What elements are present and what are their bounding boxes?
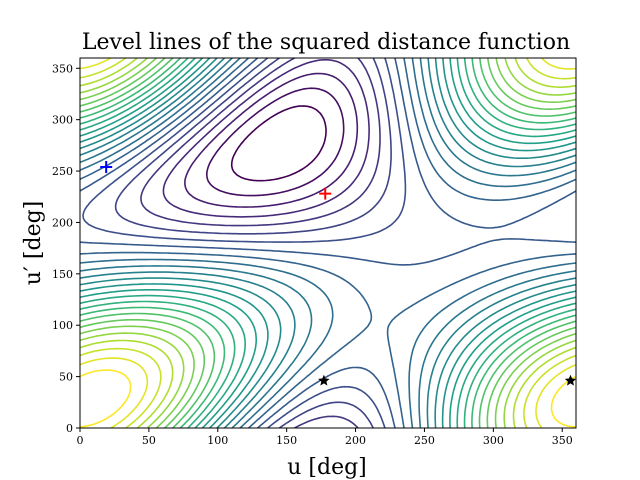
x-tick-label: 300 [483, 434, 504, 447]
contour-level-6 [114, 58, 392, 428]
contour-level-2 [206, 87, 345, 197]
x-tick-label: 250 [414, 434, 435, 447]
contour-level-9 [80, 58, 576, 428]
star-marker [564, 374, 577, 386]
plus-marker [100, 160, 113, 173]
contour-level-5 [140, 58, 381, 428]
y-tick-label: 200 [52, 216, 73, 229]
contour-level-20 [80, 58, 576, 428]
contour-level-25 [80, 58, 576, 428]
y-axis-label: u′ [deg] [21, 201, 46, 286]
y-tick-label: 0 [66, 422, 73, 435]
marker-layer [100, 160, 577, 386]
x-axis-ticks: 0 50 100 150 200 250 300 350 [77, 428, 573, 447]
contour-lines [80, 58, 576, 428]
plot-frame [79, 57, 577, 429]
contour-level-1 [230, 105, 327, 182]
chart-title: Level lines of the squared distance func… [82, 30, 570, 55]
contour-level-12 [80, 58, 576, 428]
contour-level-11 [80, 58, 576, 428]
contour-level-15 [80, 58, 576, 428]
contour-level-21 [80, 58, 576, 428]
contour-level-4 [162, 59, 370, 218]
contour-level-3 [184, 72, 359, 208]
y-tick-label: 300 [52, 114, 73, 127]
y-tick-label: 150 [52, 268, 73, 281]
contour-level-10 [80, 58, 576, 428]
contour-level-7 [82, 58, 407, 428]
contour-level-16 [80, 58, 576, 428]
x-tick-label: 150 [276, 434, 297, 447]
contour-level-17 [80, 58, 576, 428]
x-tick-label: 50 [142, 434, 156, 447]
contour-level-26 [80, 369, 576, 428]
x-tick-label: 200 [345, 434, 366, 447]
x-axis-label: u [deg] [287, 455, 367, 480]
contour-level-19 [80, 58, 576, 428]
y-axis-ticks: 0 50 100 150 200 250 300 350 [52, 62, 80, 435]
x-tick-label: 100 [207, 434, 228, 447]
x-tick-label: 350 [552, 434, 573, 447]
y-tick-label: 250 [52, 165, 73, 178]
contour-level-8 [80, 58, 576, 428]
contour-level-23 [80, 58, 576, 428]
contour-level-22 [80, 58, 576, 428]
contour-level-24 [80, 58, 576, 428]
y-tick-label: 350 [52, 62, 73, 75]
star-marker [318, 374, 330, 386]
contour-level-14 [80, 58, 576, 428]
contour-level-18 [80, 58, 576, 428]
y-tick-label: 100 [52, 319, 73, 332]
x-tick-label: 0 [77, 434, 84, 447]
contour-level-13 [80, 58, 576, 428]
plus-marker [319, 187, 332, 200]
y-tick-label: 50 [59, 371, 73, 384]
